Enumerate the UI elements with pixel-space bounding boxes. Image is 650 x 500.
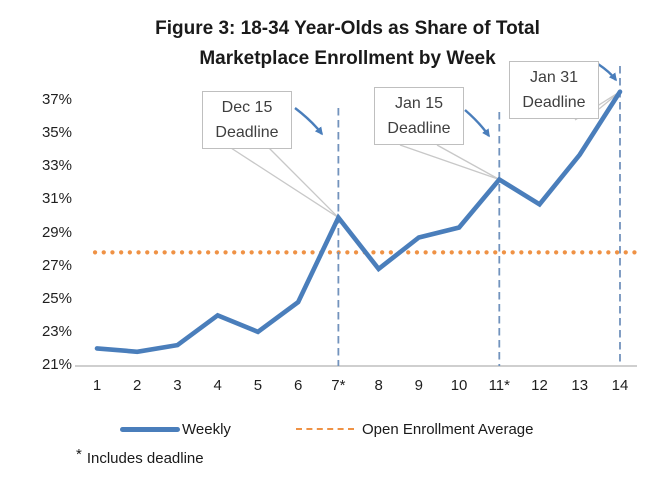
callout-dec15-deadline: Dec 15 Deadline — [202, 91, 292, 149]
x-axis-label-week-12: 12 — [531, 377, 548, 394]
y-axis-label-21: 21% — [41, 356, 72, 373]
legend-weekly-label: Weekly — [182, 421, 231, 438]
x-axis-label-week-1: 1 — [92, 377, 102, 394]
arrow-dec15-icon — [294, 107, 323, 136]
x-axis-label-week-8: 8 — [374, 377, 383, 394]
callout-leader-week-11-1 — [436, 144, 500, 181]
x-axis-label-week-6: 6 — [293, 377, 303, 394]
y-axis-label-37: 37% — [41, 91, 72, 108]
callout-leader-week-7-1 — [268, 147, 339, 219]
chart-title: Figure 3: 18-34 Year-Olds as Share of To… — [115, 14, 580, 74]
callout-dec15-line2: Deadline — [215, 124, 279, 141]
y-axis-label-31: 31% — [41, 190, 72, 208]
chart-title-line1: Figure 3: 18-34 Year-Olds as Share of To… — [155, 18, 540, 39]
y-axis-label-35: 35% — [41, 124, 72, 142]
footnote-asterisk: * — [76, 446, 82, 463]
callout-jan15-line2: Deadline — [387, 120, 451, 137]
y-axis-label-27: 27% — [41, 256, 72, 274]
weekly-line — [94, 89, 623, 355]
callout-jan31-line2: Deadline — [522, 94, 586, 111]
callout-jan31-deadline: Jan 31 Deadline — [509, 61, 599, 119]
callout-dec15-line1: Dec 15 — [221, 99, 273, 116]
footnote: * Includes deadline — [76, 446, 204, 467]
x-axis-label-week-10: 10 — [450, 377, 468, 394]
x-axis-label-week-14: 14 — [611, 377, 629, 394]
callout-leader-week-7-0 — [230, 147, 339, 219]
x-axis-label-week-13: 13 — [571, 377, 589, 394]
chart-title-line2: Marketplace Enrollment by Week — [199, 48, 496, 69]
x-axis-label-week-4: 4 — [213, 377, 222, 394]
legend-average-dashed-swatch — [296, 428, 354, 430]
x-axis-label-week-2: 2 — [133, 377, 142, 394]
x-axis-label-week-11: 11* — [488, 377, 510, 394]
footnote-text: Includes deadline — [86, 450, 204, 467]
callout-leader-week-11-0 — [399, 144, 500, 181]
legend-weekly-line-swatch — [120, 427, 180, 432]
y-axis-label-29: 29% — [41, 223, 72, 241]
legend-average-label: Open Enrollment Average — [362, 421, 534, 438]
arrow-jan15-icon — [464, 109, 490, 138]
x-axis-label-week-7: 7* — [331, 377, 346, 394]
y-axis-label-33: 33% — [41, 157, 72, 175]
y-axis-label-23: 23% — [41, 322, 72, 340]
x-axis-label-week-5: 5 — [253, 377, 263, 394]
callout-jan15-line1: Jan 15 — [394, 95, 444, 112]
arrow-jan31-icon — [597, 63, 617, 82]
y-axis-label-25: 25% — [41, 289, 72, 307]
callout-jan31-line1: Jan 31 — [529, 69, 579, 86]
callout-jan15-deadline: Jan 15 Deadline — [374, 87, 464, 145]
x-axis-label-week-3: 3 — [173, 377, 182, 394]
x-axis-label-week-9: 9 — [414, 377, 423, 394]
